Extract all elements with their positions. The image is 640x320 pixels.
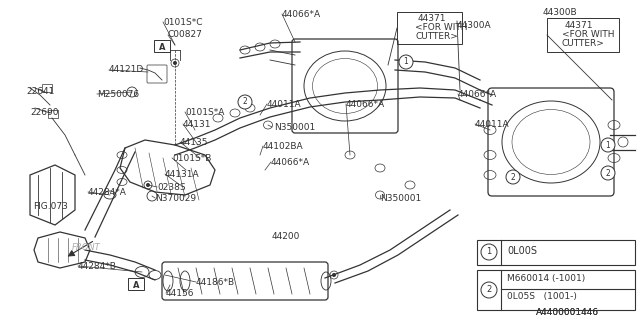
Text: C00827: C00827: [168, 30, 203, 39]
Circle shape: [238, 95, 252, 109]
Text: CUTTER>: CUTTER>: [415, 32, 458, 41]
Text: 2: 2: [243, 98, 248, 107]
Circle shape: [601, 166, 615, 180]
Text: 44300B: 44300B: [543, 8, 578, 17]
Circle shape: [399, 55, 413, 69]
Text: 1: 1: [404, 58, 408, 67]
Text: 44066*A: 44066*A: [271, 158, 310, 167]
Text: 22641: 22641: [26, 87, 54, 96]
Text: 2: 2: [605, 169, 611, 178]
Text: 44066*A: 44066*A: [458, 90, 497, 99]
Circle shape: [481, 244, 497, 260]
Bar: [477, 270, 635, 310]
Text: <FOR WITH: <FOR WITH: [415, 23, 467, 32]
Text: 1: 1: [605, 140, 611, 149]
Circle shape: [601, 138, 615, 152]
Bar: [547, 18, 619, 52]
Text: 2: 2: [486, 285, 492, 294]
Bar: [128, 278, 144, 290]
Text: 0L00S: 0L00S: [507, 246, 537, 256]
Bar: [154, 40, 170, 52]
Text: 0101S*A: 0101S*A: [185, 108, 225, 117]
Text: 44011A: 44011A: [475, 120, 509, 129]
Text: 22690: 22690: [30, 108, 58, 117]
Text: 44371: 44371: [418, 14, 447, 23]
Circle shape: [332, 273, 336, 277]
Text: A4400001446: A4400001446: [536, 308, 599, 317]
Text: 44284*B: 44284*B: [78, 262, 117, 271]
Bar: [477, 240, 635, 265]
Text: N350001: N350001: [274, 123, 316, 132]
Circle shape: [173, 61, 177, 65]
Text: 44131: 44131: [183, 120, 211, 129]
Text: 44200: 44200: [272, 232, 300, 241]
Bar: [48, 110, 58, 118]
Bar: [397, 12, 462, 44]
Text: 44011A: 44011A: [267, 100, 301, 109]
Text: 1: 1: [486, 247, 492, 257]
Text: CUTTER>: CUTTER>: [562, 39, 605, 48]
Text: 0238S: 0238S: [157, 183, 186, 192]
Text: 44300A: 44300A: [457, 21, 492, 30]
Text: M250076: M250076: [97, 90, 139, 99]
Text: 0101S*C: 0101S*C: [163, 18, 202, 27]
Text: 0L05S   (1001-): 0L05S (1001-): [507, 292, 577, 301]
Circle shape: [506, 170, 520, 184]
Text: <FOR WITH: <FOR WITH: [562, 30, 614, 39]
Text: M660014 (-1001): M660014 (-1001): [507, 274, 585, 283]
Circle shape: [481, 282, 497, 298]
Text: 44284*A: 44284*A: [88, 188, 127, 197]
Text: A: A: [132, 281, 140, 290]
Text: 44066*A: 44066*A: [282, 10, 321, 19]
Text: N370029: N370029: [155, 194, 196, 203]
Text: 2: 2: [511, 172, 515, 181]
Text: 44121D: 44121D: [109, 65, 144, 74]
Text: 44186*B: 44186*B: [196, 278, 235, 287]
Text: 44135: 44135: [180, 138, 209, 147]
Text: 44131A: 44131A: [165, 170, 200, 179]
Text: 44371: 44371: [565, 21, 593, 30]
Text: FRONT: FRONT: [72, 244, 100, 252]
Text: A: A: [159, 43, 165, 52]
Circle shape: [146, 183, 150, 187]
Text: 0101S*B: 0101S*B: [172, 154, 211, 163]
Bar: [42, 84, 52, 92]
Text: 44066*A: 44066*A: [346, 100, 385, 109]
Text: FIG.073: FIG.073: [33, 202, 68, 211]
Text: 44156: 44156: [166, 289, 195, 298]
Text: 44102BA: 44102BA: [263, 142, 303, 151]
Text: A4400001446: A4400001446: [536, 308, 599, 317]
Text: N350001: N350001: [380, 194, 421, 203]
